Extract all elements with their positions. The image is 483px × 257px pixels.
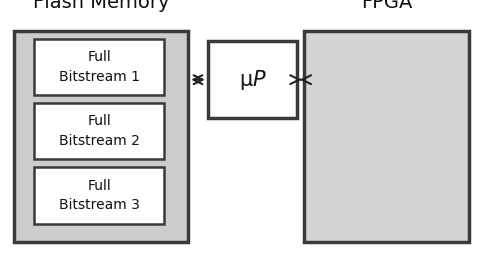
Text: P: P xyxy=(252,70,265,90)
Text: Full
Bitstream 3: Full Bitstream 3 xyxy=(58,179,140,212)
Text: Full
Bitstream 1: Full Bitstream 1 xyxy=(58,50,140,84)
Text: Full
Bitstream 2: Full Bitstream 2 xyxy=(58,114,140,148)
Text: μ: μ xyxy=(239,70,252,90)
Bar xyxy=(34,103,164,159)
Bar xyxy=(34,39,164,95)
Bar xyxy=(34,167,164,224)
Text: FPGA: FPGA xyxy=(361,0,412,12)
Bar xyxy=(304,31,469,242)
Bar xyxy=(208,41,297,118)
Text: Flash Memory: Flash Memory xyxy=(33,0,170,12)
Bar xyxy=(14,31,188,242)
